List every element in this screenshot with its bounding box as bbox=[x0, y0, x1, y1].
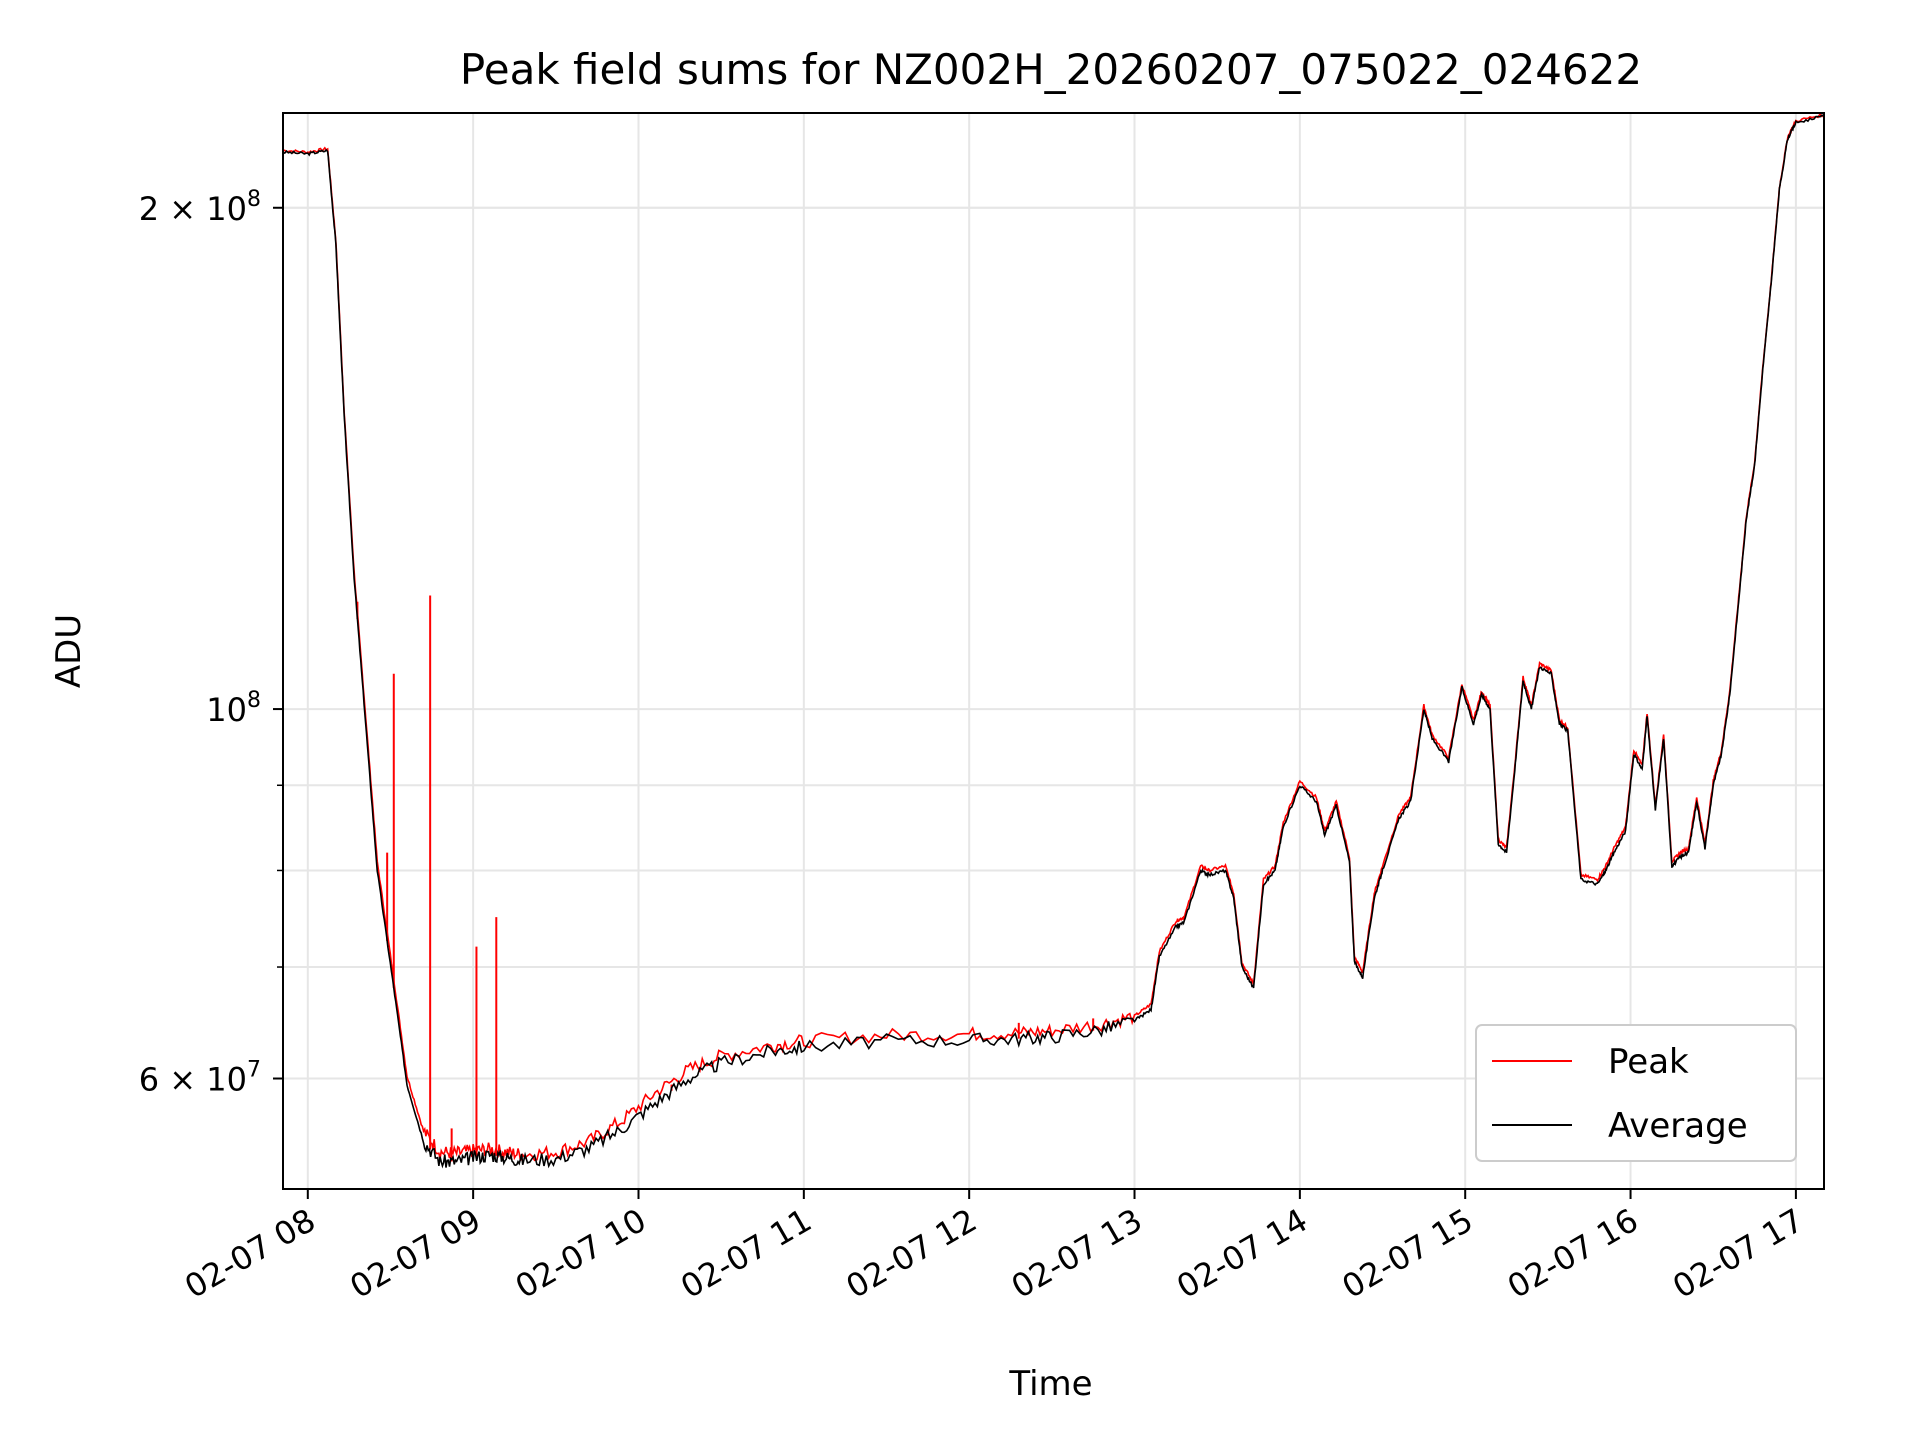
x-axis-label: Time bbox=[1008, 1364, 1092, 1404]
y-tick-label: 6 × 107 bbox=[139, 1058, 261, 1099]
legend-label: Peak bbox=[1608, 1042, 1689, 1082]
legend: Peak Average bbox=[1475, 1024, 1797, 1162]
y-axis-label: ADU bbox=[49, 614, 89, 688]
legend-box bbox=[1475, 1024, 1797, 1162]
plot-area-frame bbox=[282, 112, 1825, 1190]
legend-label: Average bbox=[1608, 1106, 1748, 1146]
y-tick-label: 108 bbox=[206, 688, 261, 729]
series-layer bbox=[283, 113, 1824, 1169]
y-axis: 2 × 108 108 6 × 107 bbox=[139, 187, 283, 1099]
y-tick-label: 2 × 108 bbox=[139, 187, 261, 228]
grid-layer bbox=[283, 113, 1824, 1189]
series-line-average bbox=[283, 114, 1824, 1169]
chart-title: Peak field sums for NZ002H_20260207_0750… bbox=[460, 45, 1642, 94]
